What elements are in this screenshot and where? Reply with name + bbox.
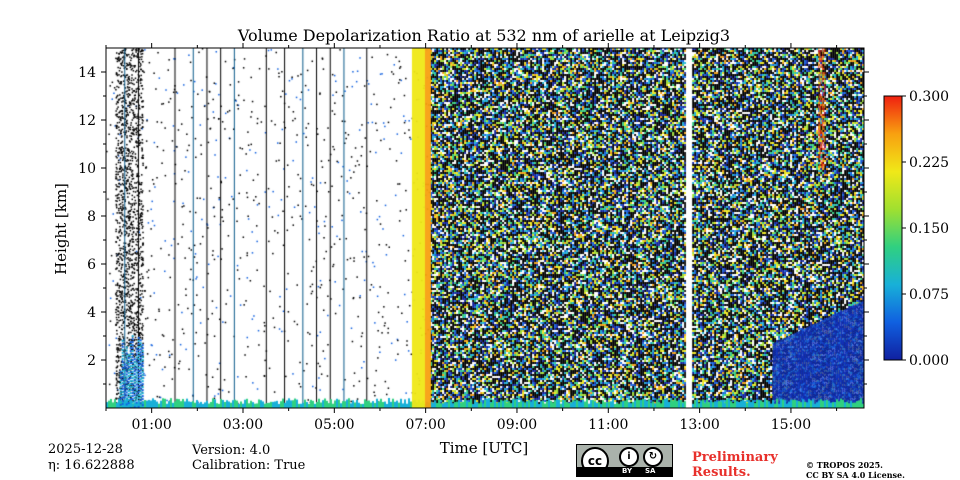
copyright-label: © TROPOS 2025. — [806, 460, 883, 470]
chart-title: Volume Depolarization Ratio at 532 nm of… — [237, 26, 730, 45]
y-tick-label: 8 — [87, 209, 96, 225]
x-tick-label: 07:00 — [405, 417, 445, 433]
y-tick-label: 12 — [78, 113, 96, 129]
y-tick-label: 14 — [78, 65, 96, 81]
results-label: Results. — [692, 465, 751, 480]
colorbar: 0.000 0.075 0.150 0.225 0.300 — [883, 89, 949, 369]
y-tick-label: 2 — [87, 353, 96, 369]
version-label: Version: 4.0 — [192, 443, 271, 458]
date-label: 2025-12-28 — [48, 442, 123, 457]
share-alike-icon: ↻ — [643, 447, 663, 467]
sa-label: SA — [645, 467, 656, 475]
y-tick-label: 10 — [78, 161, 96, 177]
x-tick-label: 09:00 — [497, 417, 537, 433]
y-tick-label: 6 — [87, 257, 96, 273]
calibration-label: Calibration: True — [192, 458, 306, 473]
axes: 01:00 03:00 05:00 07:00 09:00 11:00 13:00 15:00… — [78, 43, 869, 433]
preliminary-label: Preliminary — [692, 450, 778, 465]
x-tick-label: 01:00 — [131, 417, 171, 433]
by-label: BY — [622, 467, 633, 475]
x-axis-label: Time [UTC] — [440, 439, 529, 457]
plot-area — [106, 48, 864, 408]
x-tick-label: 11:00 — [588, 417, 628, 433]
y-axis-label: Height [km] — [52, 183, 70, 275]
colorbar-tick-label: 0.075 — [909, 287, 949, 303]
x-tick-label: 13:00 — [679, 417, 719, 433]
plot-frame — [105, 47, 865, 409]
eta-label: η: 16.622888 — [48, 458, 135, 473]
x-tick-label: 15:00 — [771, 417, 811, 433]
colorbar-tick-label: 0.225 — [909, 155, 949, 171]
cc-license-badge: cc i ↻ BY SA — [576, 444, 673, 477]
colorbar-tick-label: 0.150 — [909, 221, 949, 237]
y-tick-label: 4 — [87, 305, 96, 321]
x-tick-label: 03:00 — [223, 417, 263, 433]
heatmap-image — [106, 48, 864, 408]
colorbar-tick-label: 0.000 — [909, 353, 949, 369]
x-tick-label: 05:00 — [314, 417, 354, 433]
attribution-icon: i — [619, 447, 639, 467]
colorbar-bar — [883, 95, 903, 361]
colorbar-tick-label: 0.300 — [909, 89, 949, 105]
badge-bar — [577, 467, 672, 476]
license-label: CC BY SA 4.0 License. — [806, 470, 905, 480]
